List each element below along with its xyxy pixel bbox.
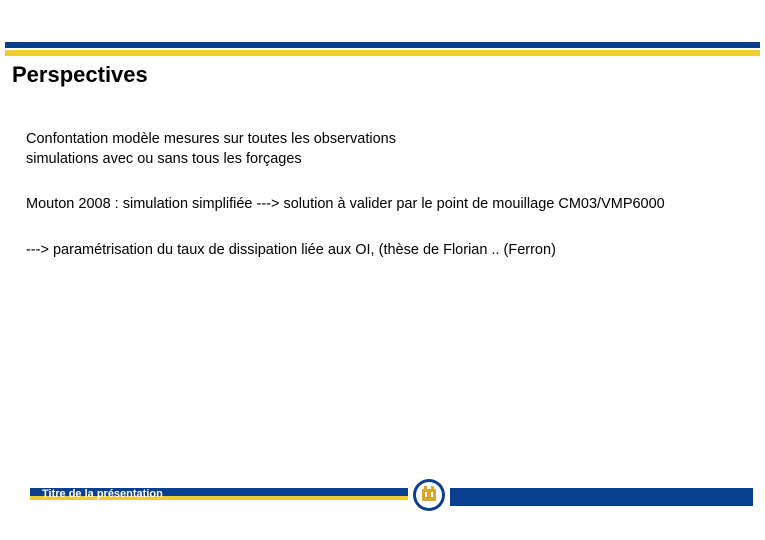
slide-footer: Titre de la présentation	[0, 480, 765, 510]
slide-title: Perspectives	[12, 62, 148, 88]
paragraph-mouton: Mouton 2008 : simulation simplifiée --->…	[26, 195, 747, 215]
footer-bar-right-blue	[450, 488, 753, 506]
paragraph-parametrisation: ---> paramétrisation du taux de dissipat…	[26, 241, 747, 261]
slide: Perspectives Confontation modèle mesures…	[0, 0, 765, 540]
p1-line1: Confontation modèle mesures sur toutes l…	[26, 131, 396, 147]
top-divider-yellow	[5, 50, 760, 56]
institution-crest-icon	[412, 478, 446, 512]
paragraph-confrontation: Confontation modèle mesures sur toutes l…	[26, 130, 747, 169]
slide-body: Confontation modèle mesures sur toutes l…	[26, 130, 747, 260]
p2-line1: Mouton 2008 : simulation simplifiée --->…	[26, 196, 554, 212]
top-divider-blue	[5, 42, 760, 48]
footer-title: Titre de la présentation	[42, 488, 163, 500]
p1-line2: simulations avec ou sans tous les forçag…	[26, 151, 302, 167]
p2-line2: CM03/VMP6000	[558, 196, 664, 212]
